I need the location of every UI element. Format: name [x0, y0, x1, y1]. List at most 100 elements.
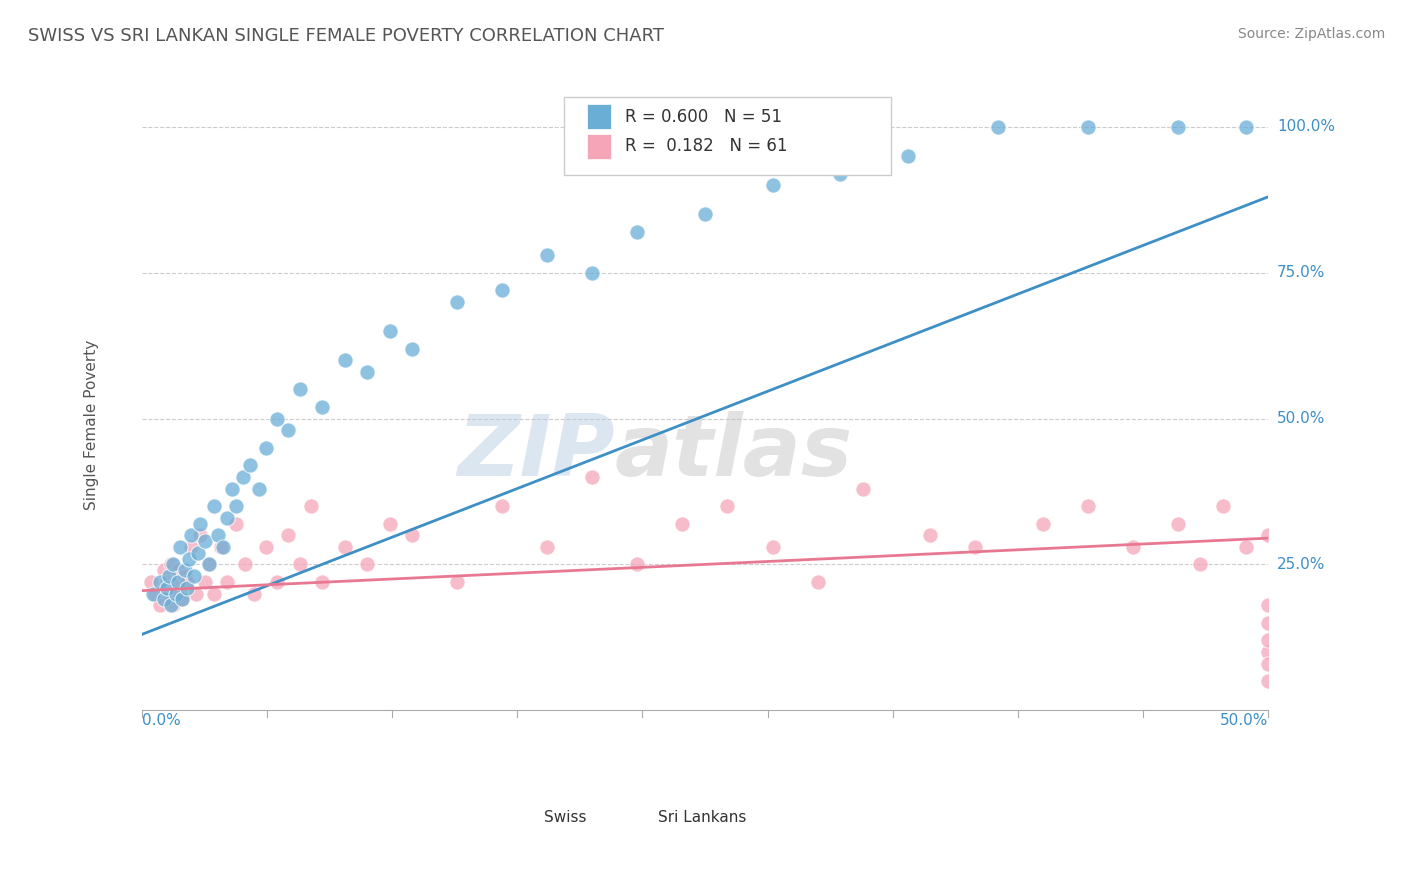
Point [356, 558, 378, 572]
Text: Sri Lankans: Sri Lankans [658, 810, 747, 825]
Point [1167, 120, 1189, 134]
Point [333, 353, 356, 368]
Point [1257, 599, 1279, 613]
Point [288, 383, 311, 397]
Point [167, 574, 190, 589]
Point [157, 569, 180, 583]
Point [491, 499, 513, 513]
Point [183, 569, 205, 583]
Point [143, 586, 166, 600]
FancyBboxPatch shape [592, 806, 613, 827]
Point [266, 574, 288, 589]
Point [671, 516, 693, 531]
Point [378, 516, 401, 531]
Point [266, 411, 288, 425]
Point [173, 563, 195, 577]
Point [1189, 558, 1212, 572]
Point [693, 207, 716, 221]
Text: Single Female Poverty: Single Female Poverty [83, 339, 98, 509]
Point [536, 248, 558, 262]
Point [217, 510, 239, 524]
Point [184, 586, 207, 600]
Point [1257, 674, 1279, 689]
Point [187, 546, 209, 560]
Point [167, 563, 190, 577]
Point [217, 574, 239, 589]
Point [149, 599, 172, 613]
Point [180, 540, 202, 554]
Point [401, 342, 423, 356]
Text: Source: ZipAtlas.com: Source: ZipAtlas.com [1237, 27, 1385, 41]
Text: 0.0%: 0.0% [142, 714, 180, 728]
Point [716, 499, 738, 513]
Point [172, 592, 194, 607]
FancyBboxPatch shape [564, 97, 891, 176]
Point [1257, 528, 1279, 542]
Point [165, 574, 187, 589]
Point [1257, 615, 1279, 630]
Point [1212, 499, 1234, 513]
Point [176, 581, 198, 595]
Point [221, 482, 243, 496]
Point [288, 558, 311, 572]
Point [1077, 499, 1099, 513]
Point [173, 569, 195, 583]
Point [198, 558, 221, 572]
Point [333, 540, 356, 554]
Point [155, 581, 177, 595]
Point [155, 574, 177, 589]
Point [209, 540, 232, 554]
FancyBboxPatch shape [586, 134, 612, 159]
Point [180, 528, 202, 542]
Text: 100.0%: 100.0% [1277, 120, 1336, 135]
Text: ZIP: ZIP [457, 411, 614, 494]
Point [806, 574, 828, 589]
Text: SWISS VS SRI LANKAN SINGLE FEMALE POVERTY CORRELATION CHART: SWISS VS SRI LANKAN SINGLE FEMALE POVERT… [28, 27, 664, 45]
Point [356, 365, 378, 379]
Point [254, 441, 277, 455]
Point [626, 225, 648, 239]
Point [581, 470, 603, 484]
Point [277, 528, 299, 542]
Point [169, 586, 191, 600]
Point [153, 563, 176, 577]
Point [139, 574, 162, 589]
Text: atlas: atlas [614, 411, 853, 494]
Point [1032, 516, 1054, 531]
Point [162, 558, 184, 572]
Point [897, 149, 920, 163]
Point [491, 283, 513, 297]
Point [157, 586, 180, 600]
Point [987, 120, 1010, 134]
Point [149, 574, 172, 589]
Text: 50.0%: 50.0% [1277, 411, 1326, 426]
Point [378, 324, 401, 338]
Point [311, 574, 333, 589]
Point [828, 167, 851, 181]
Point [198, 558, 221, 572]
Text: R =  0.182   N = 61: R = 0.182 N = 61 [626, 137, 787, 155]
Point [176, 574, 198, 589]
Point [401, 528, 423, 542]
Point [239, 458, 262, 473]
Point [626, 558, 648, 572]
Point [761, 540, 783, 554]
Point [247, 482, 270, 496]
Point [1234, 540, 1257, 554]
Point [202, 586, 225, 600]
Point [446, 294, 468, 309]
Point [1077, 120, 1099, 134]
Point [232, 470, 254, 484]
Point [190, 516, 212, 531]
Text: R = 0.600   N = 51: R = 0.600 N = 51 [626, 108, 782, 126]
Point [1257, 633, 1279, 648]
Point [536, 540, 558, 554]
Point [277, 423, 299, 437]
Point [311, 400, 333, 414]
Point [852, 482, 875, 496]
Point [761, 178, 783, 193]
Point [235, 558, 257, 572]
Text: 50.0%: 50.0% [1219, 714, 1268, 728]
Point [194, 534, 217, 549]
Point [165, 586, 187, 600]
